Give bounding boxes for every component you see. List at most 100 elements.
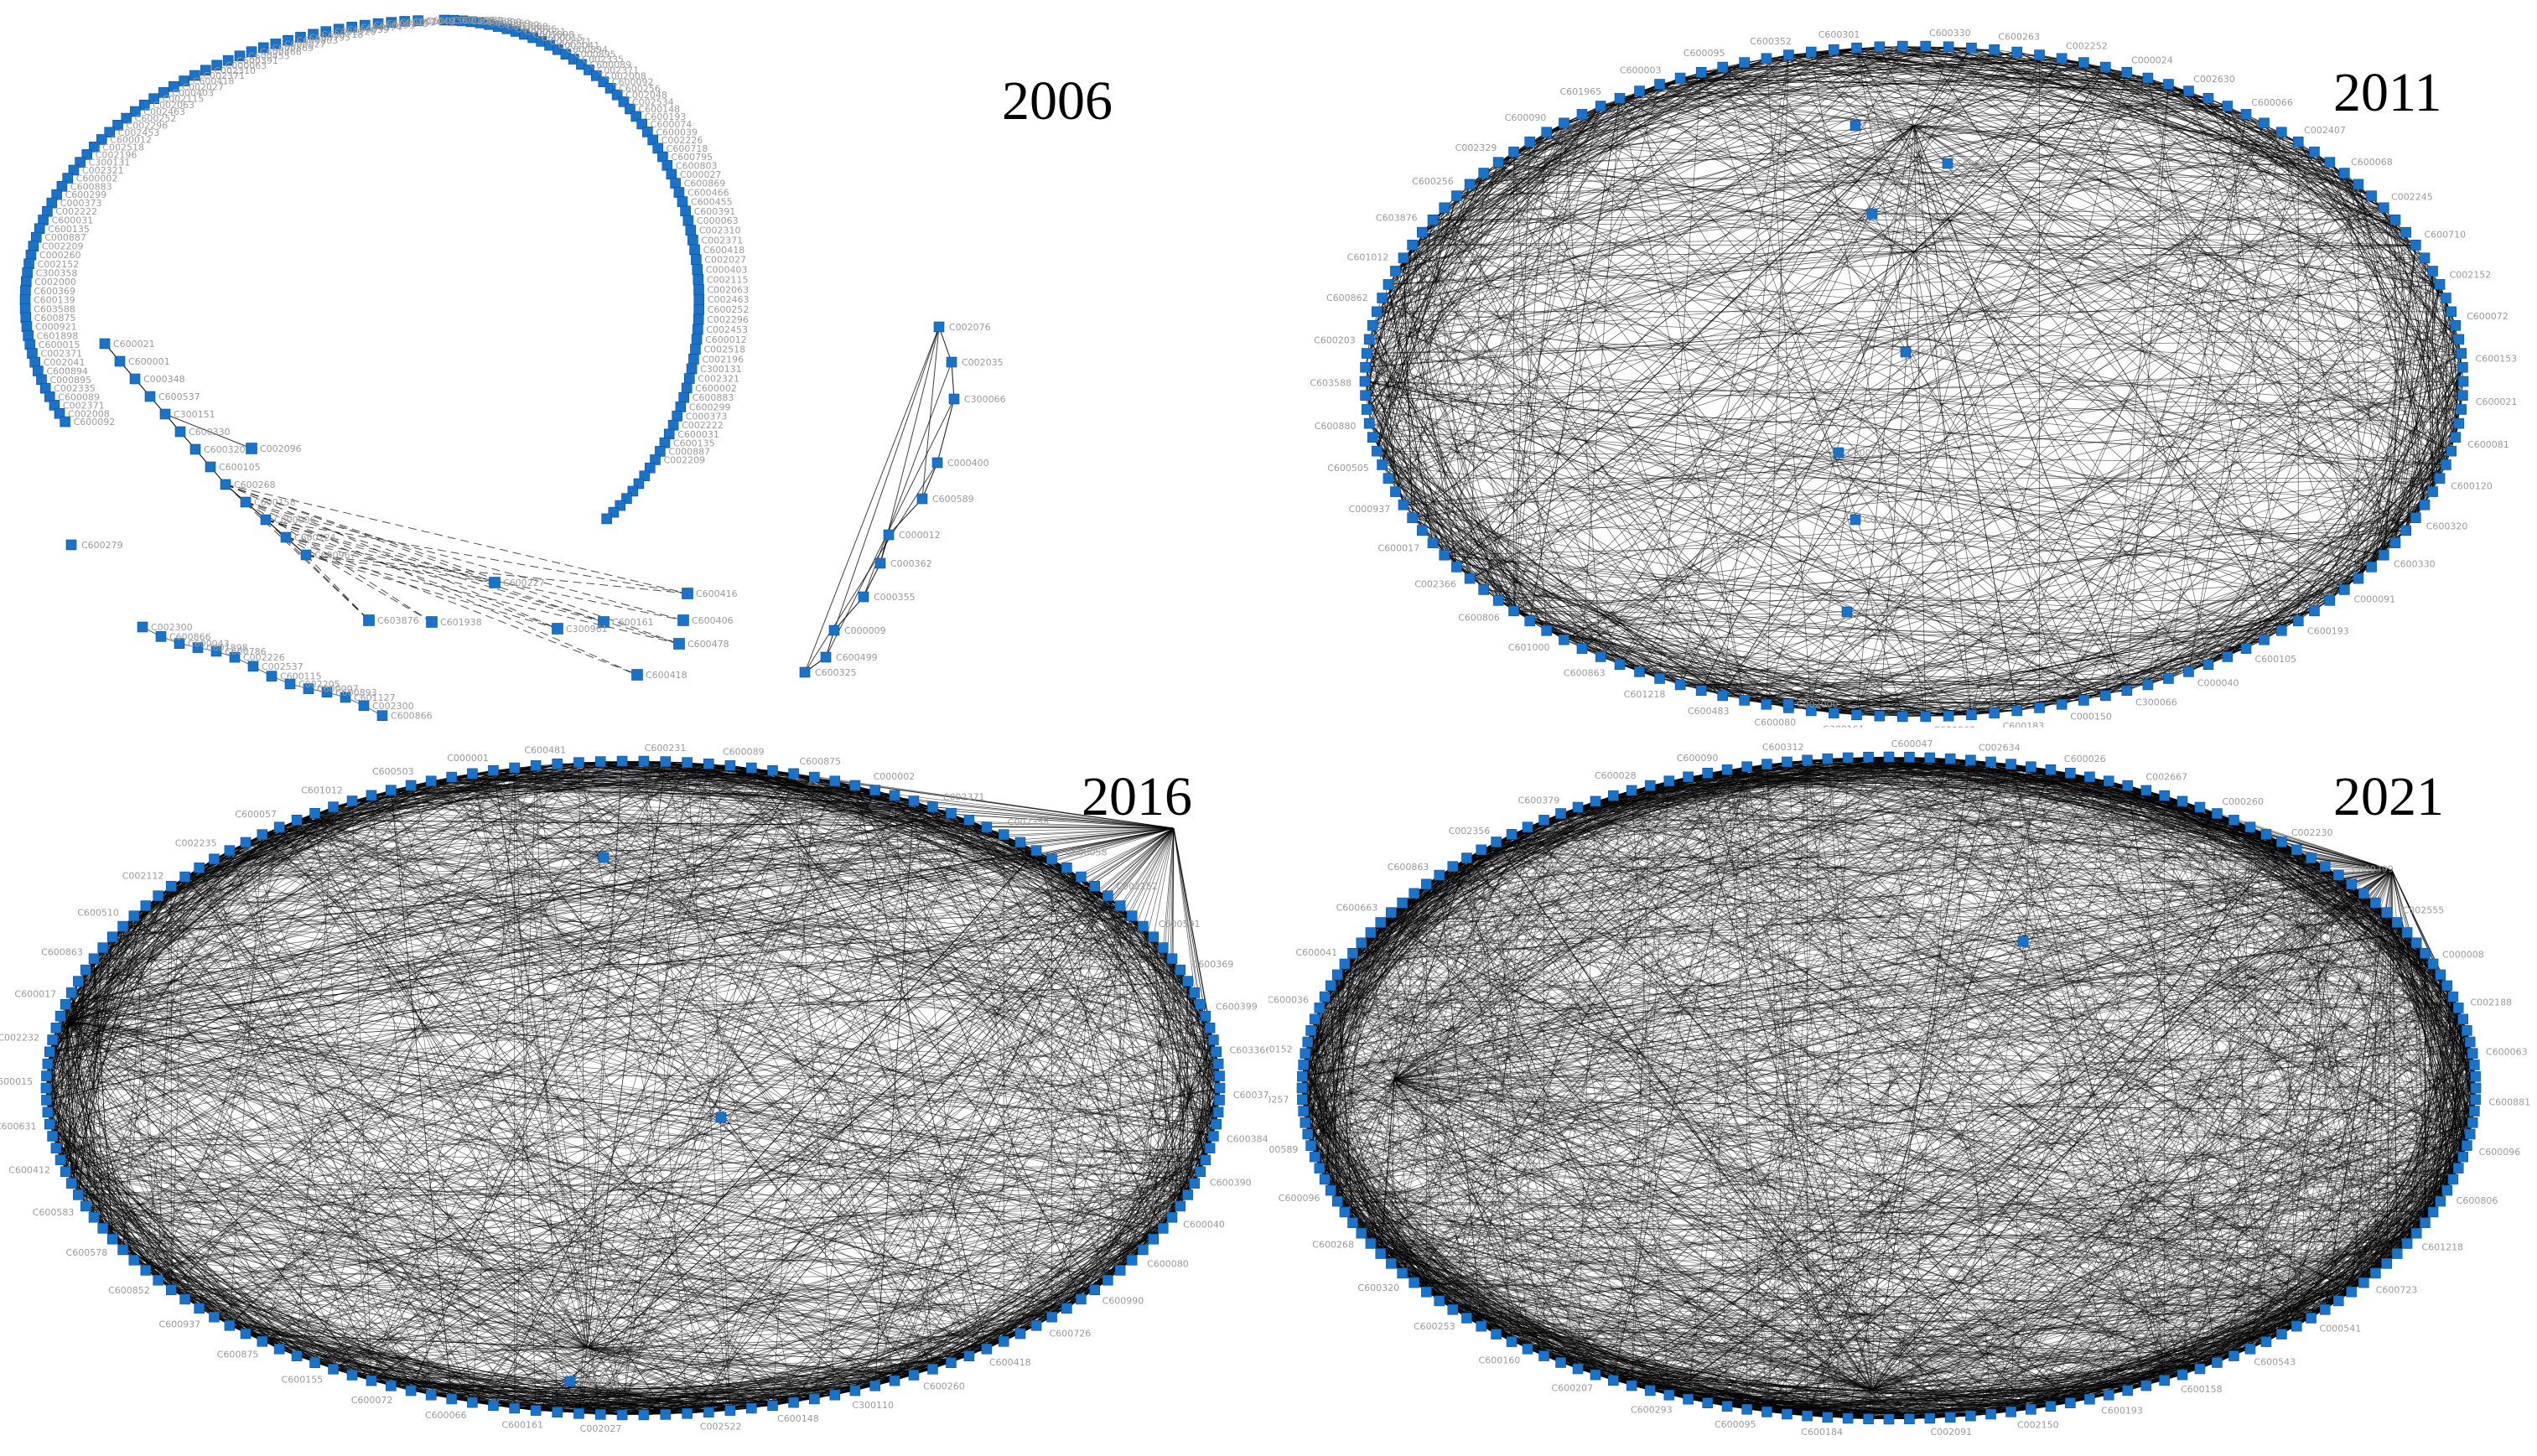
edge (2145, 790, 2376, 1274)
node (300, 549, 312, 561)
edge (1421, 106, 1601, 531)
node (2121, 66, 2133, 78)
edge (1483, 173, 2451, 313)
node-label: C600806 (1458, 612, 1500, 623)
edge (1456, 125, 1915, 567)
node-label: C002300 (151, 622, 193, 633)
node (1189, 1178, 1200, 1189)
edge (285, 536, 604, 623)
node (889, 790, 900, 801)
node-label: C002222 (682, 420, 724, 431)
node-label: C002152 (462, 15, 504, 26)
edge (1811, 51, 2451, 452)
node (56, 180, 68, 192)
edge (245, 501, 604, 623)
edge (1422, 530, 1789, 708)
edge (1469, 173, 2345, 579)
edge (1426, 883, 2052, 1407)
node-label: C000937 (1349, 504, 1391, 515)
edge (1612, 780, 1670, 1381)
node (2419, 499, 2431, 510)
node (1966, 42, 1977, 54)
edge (1700, 71, 2299, 622)
node (1595, 101, 1606, 111)
edge (47, 905, 147, 1112)
edge (1546, 578, 2358, 631)
node (23, 330, 34, 341)
edge (2281, 842, 2454, 1180)
edge (2249, 953, 2425, 1350)
node-label: C000373 (60, 198, 102, 209)
edge (1726, 757, 1869, 1407)
edge (1331, 985, 2453, 1180)
edge (1810, 132, 2282, 712)
node (2292, 615, 2304, 627)
node (1559, 634, 1569, 645)
node (44, 1118, 55, 1130)
edge (1315, 1018, 1910, 1420)
edge (66, 806, 933, 1022)
edge (1766, 271, 2433, 705)
edge (1631, 790, 2183, 1376)
edge (2439, 284, 2460, 424)
edge (351, 780, 836, 1376)
edge (85, 813, 315, 1207)
node (165, 880, 177, 892)
node-label: C002063 (153, 100, 195, 111)
node-label: C600399 (1216, 1001, 1258, 1012)
edge (1788, 517, 2416, 708)
edge (55, 1148, 280, 1350)
edge (854, 886, 1096, 1391)
edge (1377, 311, 2149, 686)
edge (145, 905, 623, 1416)
edge (1496, 1308, 2326, 1334)
edge (1352, 820, 2234, 954)
node (130, 106, 141, 117)
edge (1380, 922, 2364, 1283)
network-graph-2021: C002634C600026C002667C000260C002230C0003… (1268, 738, 2530, 1438)
node (209, 1311, 220, 1323)
node-label: C600883 (70, 181, 112, 192)
edge (1377, 251, 1915, 313)
node (1920, 40, 1932, 52)
edge (2249, 826, 2326, 1310)
edge (1481, 849, 2441, 1202)
node-label: C300131 (700, 364, 742, 375)
edge (1513, 610, 2299, 622)
node-label: C600074 (651, 119, 693, 130)
edge (2188, 91, 2446, 298)
edge (2188, 132, 2282, 672)
node-label: C000027 (284, 39, 326, 49)
node (194, 862, 205, 873)
node-label: C600012 (705, 334, 747, 345)
edge (1361, 1087, 2477, 1234)
edge (2311, 858, 2364, 1283)
edge (1382, 464, 1723, 697)
edge (2127, 1099, 2476, 1391)
node (153, 890, 163, 902)
edge (1331, 1189, 1808, 1417)
edge (1331, 985, 2267, 1342)
edge (60, 1016, 135, 1261)
edge (314, 1051, 1217, 1364)
edge (86, 827, 1175, 971)
node (20, 285, 31, 297)
edge (586, 1347, 731, 1411)
node-label: C300161 (1823, 723, 1865, 728)
node (1166, 953, 1178, 965)
edge (1365, 106, 1601, 396)
edge (55, 1148, 588, 1349)
node (97, 1223, 109, 1234)
edge (1913, 251, 2425, 259)
node-label: C600330 (1929, 28, 1971, 39)
edge (493, 785, 856, 1407)
edge (1372, 437, 1514, 612)
node (1761, 53, 1772, 65)
node (1841, 606, 1853, 618)
edge (1680, 684, 2040, 708)
node (1061, 1303, 1072, 1314)
edge (1498, 62, 1745, 163)
edge (60, 1016, 159, 1281)
node-label: C002035 (962, 357, 1004, 368)
edge (229, 850, 1201, 1173)
